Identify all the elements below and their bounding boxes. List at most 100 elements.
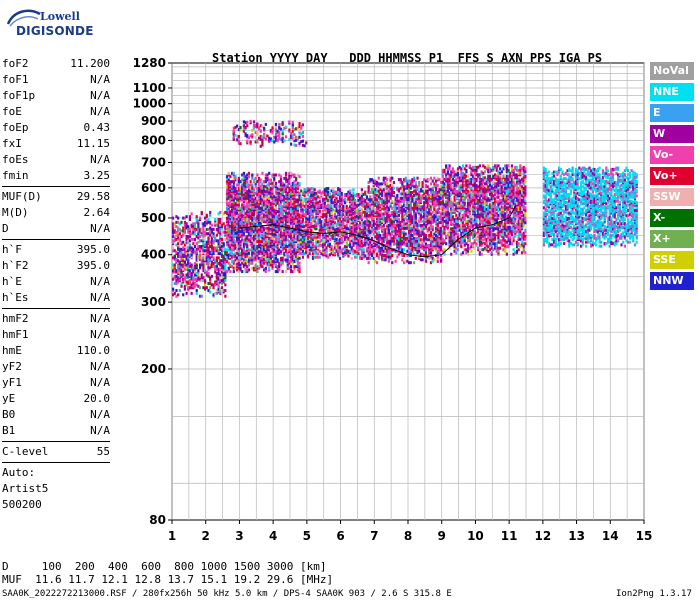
echo-point [333, 209, 337, 213]
echo-point [306, 254, 310, 258]
echo-point [279, 211, 283, 215]
echo-point [306, 243, 310, 247]
echo-point [276, 270, 279, 274]
echo-point [424, 223, 428, 227]
echo-point [369, 178, 372, 182]
echo-point [392, 209, 396, 213]
echo-point [231, 223, 234, 227]
echo-point [318, 206, 321, 210]
echo-point [281, 196, 284, 200]
param-value: N/A [90, 328, 110, 341]
echo-point [419, 216, 422, 220]
echo-point [413, 195, 416, 199]
echo-point [252, 266, 256, 270]
echo-point [261, 261, 264, 265]
echo-point [332, 234, 335, 238]
echo-point [295, 215, 298, 219]
echo-point [424, 243, 428, 247]
echo-point [261, 243, 264, 247]
echo-point [429, 226, 433, 230]
echo-point [318, 255, 321, 259]
echo-point [286, 198, 289, 202]
echo-point [276, 186, 279, 190]
echo-point [188, 244, 192, 248]
echo-point [402, 261, 406, 265]
echo-point [352, 223, 355, 227]
echo-point [396, 212, 399, 216]
echo-point [214, 270, 217, 274]
echo-point [259, 190, 262, 194]
echo-point [279, 178, 283, 182]
echo-point [284, 210, 288, 214]
echo-point [296, 190, 299, 194]
echo-point [236, 261, 239, 265]
echo-point [374, 213, 377, 217]
echo-point [296, 206, 299, 210]
echo-point [382, 176, 385, 180]
echo-point [413, 218, 416, 222]
echo-point [296, 230, 299, 234]
echo-point [286, 180, 289, 184]
echo-point [291, 200, 294, 204]
echo-point [276, 228, 279, 232]
echo-point [281, 256, 284, 260]
echo-point [220, 249, 224, 253]
echo-point [391, 192, 394, 196]
echo-point [259, 218, 262, 222]
echo-point [187, 271, 190, 275]
echo-point [212, 240, 215, 244]
echo-point [286, 260, 289, 264]
echo-point [257, 188, 261, 192]
echo-point [372, 180, 375, 184]
echo-point [300, 196, 303, 200]
echo-point [222, 266, 225, 270]
echo-point [424, 219, 428, 223]
echo-point [357, 214, 360, 218]
echo-point [354, 204, 357, 208]
echo-point [172, 269, 175, 273]
echo-point [436, 259, 439, 263]
echo-point [396, 229, 399, 233]
echo-point [367, 256, 370, 260]
echo-point [268, 171, 271, 175]
echo-point [242, 216, 245, 220]
echo-point [406, 192, 409, 196]
echo-point [434, 233, 438, 237]
echo-point [411, 199, 414, 203]
echo-point [296, 236, 299, 240]
echo-point [438, 235, 441, 239]
echo-point [357, 252, 360, 256]
echo-point [413, 213, 416, 217]
echo-point [244, 188, 247, 192]
echo-point [268, 250, 271, 254]
echo-point [310, 229, 313, 233]
echo-point [350, 220, 353, 224]
echo-point [222, 249, 225, 253]
echo-point [232, 195, 235, 199]
echo-point [231, 265, 234, 269]
echo-point [227, 213, 230, 217]
echo-point [279, 258, 283, 262]
echo-point [369, 251, 372, 255]
echo-point [389, 225, 392, 229]
echo-point [173, 230, 176, 234]
echo-point [416, 231, 419, 235]
echo-point [389, 252, 392, 256]
echo-point [225, 181, 229, 185]
echo-point [187, 269, 190, 273]
echo-point [409, 203, 412, 207]
echo-point [408, 261, 411, 265]
echo-point [251, 191, 254, 195]
echo-point [397, 226, 401, 230]
echo-point [183, 252, 186, 256]
echo-point [308, 233, 311, 237]
echo-point [264, 185, 267, 189]
echo-point [215, 283, 219, 287]
echo-point [379, 182, 382, 186]
echo-point [256, 248, 259, 252]
echo-point [175, 289, 178, 293]
echo-point [322, 237, 325, 241]
echo-point [195, 218, 198, 222]
echo-point [178, 229, 181, 233]
echo-point [198, 216, 202, 220]
